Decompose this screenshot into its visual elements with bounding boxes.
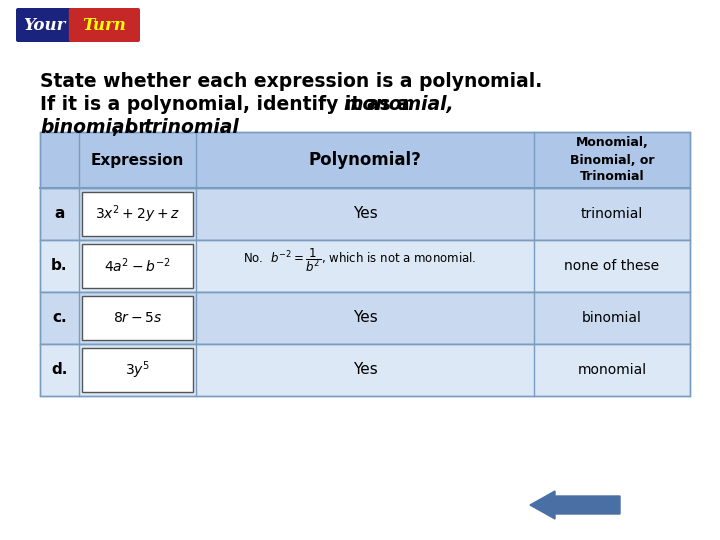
Text: trinomial: trinomial xyxy=(143,118,239,137)
Bar xyxy=(40,132,690,188)
Text: Expression: Expression xyxy=(91,152,184,167)
FancyBboxPatch shape xyxy=(82,192,193,236)
FancyBboxPatch shape xyxy=(82,348,193,392)
Text: monomial,: monomial, xyxy=(343,95,454,114)
FancyBboxPatch shape xyxy=(69,8,140,42)
Text: $3y^5$: $3y^5$ xyxy=(125,359,150,381)
Text: Yes: Yes xyxy=(353,362,377,377)
Text: binomial: binomial xyxy=(40,118,131,137)
Bar xyxy=(40,292,690,344)
Text: Turn: Turn xyxy=(83,17,126,33)
FancyBboxPatch shape xyxy=(16,8,78,42)
Text: b.: b. xyxy=(51,259,68,273)
Bar xyxy=(40,240,690,292)
Text: $3x^2 + 2y + z$: $3x^2 + 2y + z$ xyxy=(95,203,180,225)
Text: a: a xyxy=(54,206,65,221)
Bar xyxy=(40,188,690,240)
Bar xyxy=(40,344,690,396)
FancyBboxPatch shape xyxy=(82,296,193,340)
Text: Yes: Yes xyxy=(353,310,377,326)
Text: $8r - 5s$: $8r - 5s$ xyxy=(113,311,162,325)
Text: Yes: Yes xyxy=(353,206,377,221)
Text: monomial: monomial xyxy=(577,363,647,377)
FancyArrow shape xyxy=(530,491,620,519)
Text: Your: Your xyxy=(23,17,66,33)
Text: , or: , or xyxy=(112,118,154,137)
Text: d.: d. xyxy=(51,362,68,377)
Text: binomial: binomial xyxy=(582,311,642,325)
Text: Monomial,
Binomial, or
Trinomial: Monomial, Binomial, or Trinomial xyxy=(570,137,654,184)
Text: .: . xyxy=(218,118,225,137)
Text: c.: c. xyxy=(52,310,67,326)
Text: Polynomial?: Polynomial? xyxy=(309,151,421,169)
Text: $4a^2 - b^{-2}$: $4a^2 - b^{-2}$ xyxy=(104,256,171,275)
FancyBboxPatch shape xyxy=(82,244,193,288)
Text: No.  $b^{-2} = \dfrac{1}{b^2}$, which is not a monomial.: No. $b^{-2} = \dfrac{1}{b^2}$, which is … xyxy=(243,246,477,274)
Text: trinomial: trinomial xyxy=(581,207,643,221)
Text: none of these: none of these xyxy=(564,259,660,273)
Text: If it is a polynomial, identify it as a: If it is a polynomial, identify it as a xyxy=(40,95,416,114)
Text: State whether each expression is a polynomial.: State whether each expression is a polyn… xyxy=(40,72,542,91)
